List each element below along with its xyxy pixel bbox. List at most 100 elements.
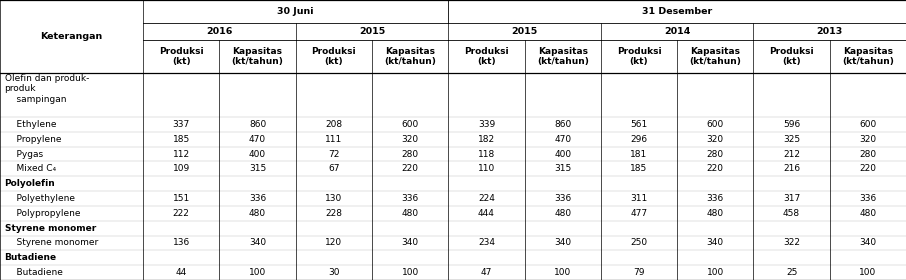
Text: Kapasitas
(kt/tahun): Kapasitas (kt/tahun) xyxy=(536,47,589,66)
Text: 600: 600 xyxy=(401,120,419,129)
Text: Kapasitas
(kt/tahun): Kapasitas (kt/tahun) xyxy=(232,47,284,66)
Text: Polyolefin: Polyolefin xyxy=(5,179,55,188)
Text: 25: 25 xyxy=(786,268,797,277)
Text: 72: 72 xyxy=(328,150,340,158)
Text: 224: 224 xyxy=(478,194,495,203)
Text: 340: 340 xyxy=(554,239,572,248)
Text: 130: 130 xyxy=(325,194,342,203)
Text: 340: 340 xyxy=(401,239,419,248)
Text: Kapasitas
(kt/tahun): Kapasitas (kt/tahun) xyxy=(384,47,436,66)
Text: 2015: 2015 xyxy=(512,27,537,36)
Text: 337: 337 xyxy=(173,120,190,129)
Text: 2015: 2015 xyxy=(359,27,385,36)
Text: 480: 480 xyxy=(859,209,876,218)
Text: 400: 400 xyxy=(554,150,572,158)
Text: 280: 280 xyxy=(707,150,724,158)
Text: 336: 336 xyxy=(707,194,724,203)
Text: 336: 336 xyxy=(401,194,419,203)
Text: 458: 458 xyxy=(783,209,800,218)
Text: 216: 216 xyxy=(783,164,800,173)
Text: 320: 320 xyxy=(859,135,876,144)
Text: Polyethylene: Polyethylene xyxy=(5,194,74,203)
Text: 400: 400 xyxy=(249,150,266,158)
Text: 320: 320 xyxy=(707,135,724,144)
Text: 100: 100 xyxy=(554,268,572,277)
Text: 336: 336 xyxy=(249,194,266,203)
Text: Propylene: Propylene xyxy=(5,135,61,144)
Text: 228: 228 xyxy=(325,209,342,218)
Text: 477: 477 xyxy=(631,209,648,218)
Text: Mixed C₄: Mixed C₄ xyxy=(5,164,55,173)
Text: Butadiene: Butadiene xyxy=(5,268,63,277)
Text: 100: 100 xyxy=(859,268,876,277)
Text: 30: 30 xyxy=(328,268,340,277)
Text: 79: 79 xyxy=(633,268,645,277)
Text: 340: 340 xyxy=(859,239,876,248)
Text: 480: 480 xyxy=(401,209,419,218)
Text: Ethylene: Ethylene xyxy=(5,120,56,129)
Text: Butadiene: Butadiene xyxy=(5,253,57,262)
Text: 220: 220 xyxy=(707,164,724,173)
Text: Produksi
(kt): Produksi (kt) xyxy=(769,47,814,66)
Text: 2016: 2016 xyxy=(207,27,233,36)
Text: 315: 315 xyxy=(249,164,266,173)
Text: 100: 100 xyxy=(707,268,724,277)
Text: 860: 860 xyxy=(249,120,266,129)
Text: 336: 336 xyxy=(859,194,876,203)
Text: 315: 315 xyxy=(554,164,572,173)
Text: Produksi
(kt): Produksi (kt) xyxy=(312,47,356,66)
Text: Keterangan: Keterangan xyxy=(41,32,102,41)
Text: 480: 480 xyxy=(554,209,572,218)
Text: 470: 470 xyxy=(249,135,266,144)
Text: 208: 208 xyxy=(325,120,342,129)
Text: 220: 220 xyxy=(401,164,419,173)
Text: 2013: 2013 xyxy=(816,27,843,36)
Text: 111: 111 xyxy=(325,135,342,144)
Text: 31 Desember: 31 Desember xyxy=(642,7,712,16)
Text: 220: 220 xyxy=(860,164,876,173)
Text: 311: 311 xyxy=(631,194,648,203)
Text: 600: 600 xyxy=(707,120,724,129)
Text: 250: 250 xyxy=(631,239,648,248)
Text: 280: 280 xyxy=(401,150,419,158)
Text: 185: 185 xyxy=(631,164,648,173)
Text: 339: 339 xyxy=(477,120,495,129)
Text: Produksi
(kt): Produksi (kt) xyxy=(159,47,204,66)
Text: 44: 44 xyxy=(176,268,187,277)
Text: 234: 234 xyxy=(478,239,495,248)
Text: 112: 112 xyxy=(173,150,190,158)
Text: 561: 561 xyxy=(631,120,648,129)
Text: 322: 322 xyxy=(783,239,800,248)
Text: 600: 600 xyxy=(859,120,876,129)
Text: 100: 100 xyxy=(249,268,266,277)
Text: Olefin dan produk-
produk
    sampingan: Olefin dan produk- produk sampingan xyxy=(5,74,89,104)
Text: 212: 212 xyxy=(783,150,800,158)
Text: 596: 596 xyxy=(783,120,800,129)
Text: 317: 317 xyxy=(783,194,800,203)
Text: 67: 67 xyxy=(328,164,340,173)
Text: 340: 340 xyxy=(249,239,266,248)
Text: 30 Juni: 30 Juni xyxy=(277,7,314,16)
Text: 136: 136 xyxy=(173,239,190,248)
Text: 185: 185 xyxy=(173,135,190,144)
Text: Styrene monomer: Styrene monomer xyxy=(5,239,98,248)
Text: 110: 110 xyxy=(477,164,495,173)
Text: 480: 480 xyxy=(249,209,266,218)
Text: Pygas: Pygas xyxy=(5,150,43,158)
Text: 340: 340 xyxy=(707,239,724,248)
Text: 280: 280 xyxy=(859,150,876,158)
Text: 181: 181 xyxy=(631,150,648,158)
Text: 151: 151 xyxy=(173,194,190,203)
Text: Kapasitas
(kt/tahun): Kapasitas (kt/tahun) xyxy=(842,47,894,66)
Text: 222: 222 xyxy=(173,209,189,218)
Text: 325: 325 xyxy=(783,135,800,144)
Text: Produksi
(kt): Produksi (kt) xyxy=(617,47,661,66)
Text: Kapasitas
(kt/tahun): Kapasitas (kt/tahun) xyxy=(689,47,741,66)
Text: 336: 336 xyxy=(554,194,572,203)
Text: 470: 470 xyxy=(554,135,572,144)
Text: 296: 296 xyxy=(631,135,648,144)
Text: 109: 109 xyxy=(173,164,190,173)
Text: 120: 120 xyxy=(325,239,342,248)
Text: 320: 320 xyxy=(401,135,419,144)
Text: Styrene monomer: Styrene monomer xyxy=(5,224,96,233)
